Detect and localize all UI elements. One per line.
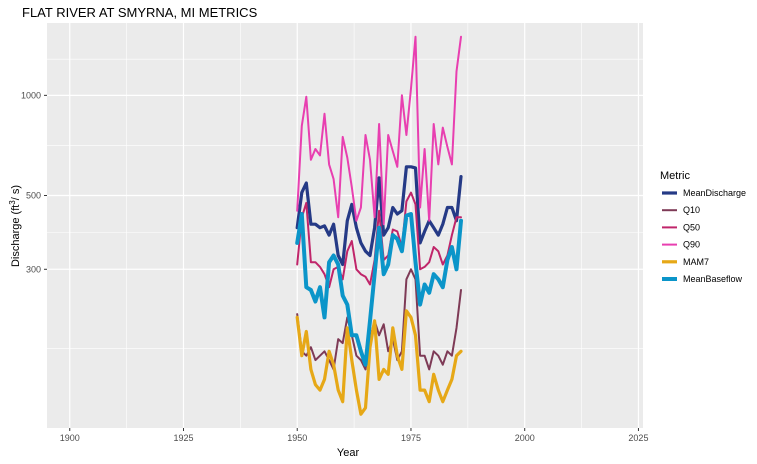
series-line-meanbaseflow — [295, 212, 463, 367]
legend-label-mam7: MAM7 — [683, 257, 709, 267]
y-axis-title: Discharge (ft3/ s) — [8, 185, 22, 267]
series-line-mam7 — [295, 309, 463, 416]
legend: Metric MeanDischarge Q10 Q50 Q90 MAM7 MeanBas… — [660, 170, 746, 284]
series-line-q10 — [296, 268, 462, 371]
y-axis: 300 500 1000 — [21, 90, 47, 274]
x-tick-label: 1900 — [60, 433, 80, 443]
legend-label-q90: Q90 — [683, 240, 700, 250]
x-tick-label: 2000 — [515, 433, 535, 443]
y-tick-label: 300 — [26, 264, 41, 274]
legend-label-q50: Q50 — [683, 222, 700, 232]
series-lines — [295, 35, 463, 416]
x-tick-label: 1975 — [401, 433, 421, 443]
x-tick-label: 2025 — [628, 433, 648, 443]
x-axis-title: Year — [337, 447, 360, 459]
x-axis: 1900 1925 1950 1975 2000 2025 — [60, 428, 648, 443]
legend-label-q10: Q10 — [683, 205, 700, 215]
x-tick-label: 1950 — [287, 433, 307, 443]
series-line-meandischarge — [295, 165, 463, 267]
series-line-q50 — [296, 191, 462, 289]
legend-title: Metric — [660, 170, 690, 182]
legend-label-meanbaseflow: MeanBaseflow — [683, 274, 743, 284]
chart-title: FLAT RIVER AT SMYRNA, MI METRICS — [22, 5, 258, 20]
y-tick-label: 500 — [26, 190, 41, 200]
series-line-q90 — [296, 35, 462, 226]
legend-label-meandischarge: MeanDischarge — [683, 188, 746, 198]
major-gridlines — [47, 23, 643, 428]
y-tick-label: 1000 — [21, 90, 41, 100]
x-tick-label: 1925 — [173, 433, 193, 443]
